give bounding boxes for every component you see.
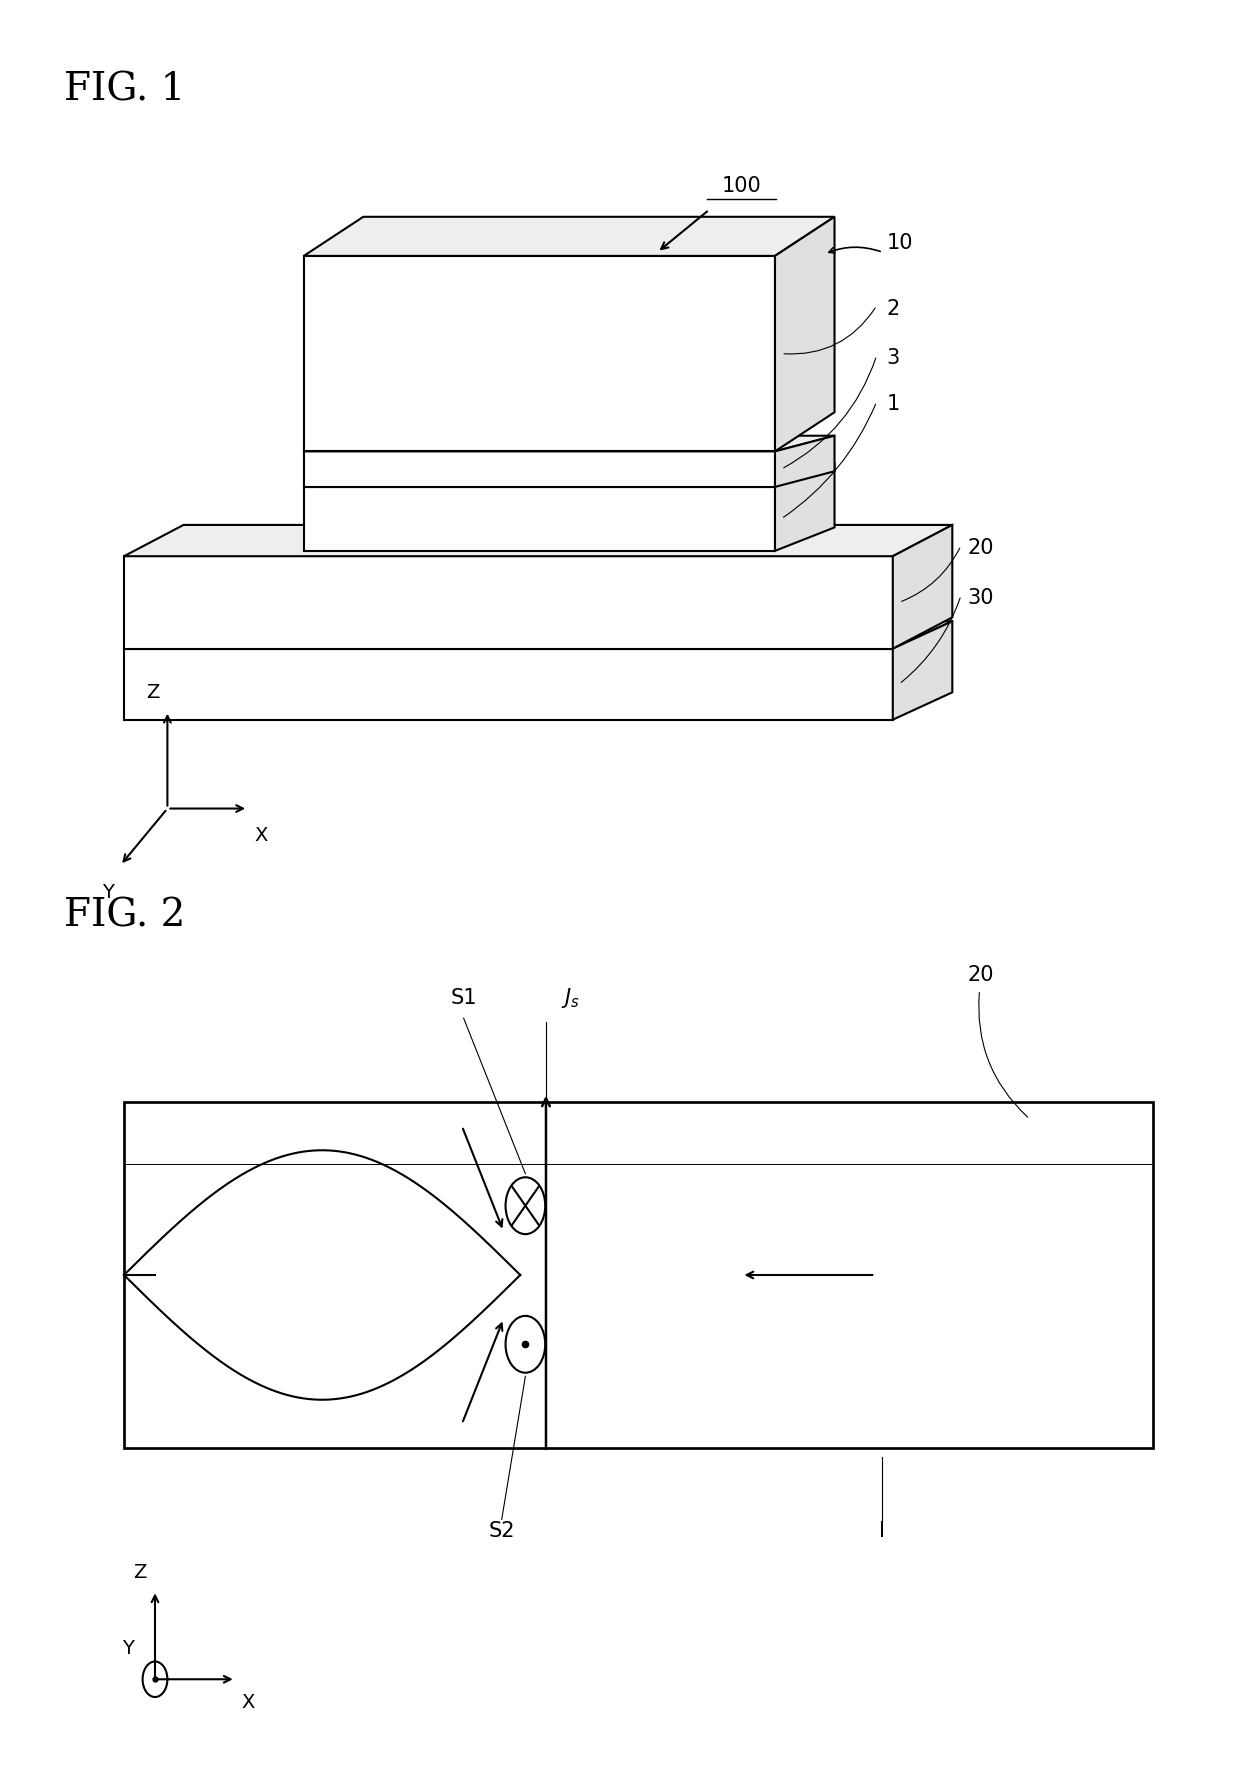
Text: I: I — [878, 1521, 884, 1541]
Text: $J_s$: $J_s$ — [560, 986, 580, 1009]
Text: 2: 2 — [887, 299, 900, 318]
Text: 1: 1 — [887, 394, 900, 414]
Polygon shape — [893, 622, 952, 720]
Bar — [124, 1102, 1153, 1448]
Polygon shape — [893, 524, 952, 649]
Polygon shape — [124, 524, 952, 556]
Polygon shape — [775, 435, 835, 487]
Text: X: X — [242, 1693, 255, 1713]
Text: X: X — [254, 826, 268, 846]
Text: Z: Z — [146, 682, 159, 702]
Text: 20: 20 — [967, 965, 993, 984]
Text: 100: 100 — [722, 176, 761, 195]
Polygon shape — [304, 487, 775, 551]
Text: 10: 10 — [887, 233, 913, 252]
Text: FIG. 1: FIG. 1 — [64, 71, 186, 108]
Polygon shape — [304, 464, 835, 487]
Text: 3: 3 — [887, 348, 900, 368]
Polygon shape — [304, 435, 835, 451]
Text: Y: Y — [122, 1638, 134, 1658]
Text: 30: 30 — [967, 588, 993, 608]
Text: S2: S2 — [489, 1521, 515, 1541]
Polygon shape — [124, 556, 893, 649]
Polygon shape — [304, 217, 835, 256]
Polygon shape — [124, 622, 952, 649]
Text: Z: Z — [134, 1562, 146, 1582]
Text: Y: Y — [102, 883, 114, 903]
Text: FIG. 2: FIG. 2 — [64, 897, 186, 935]
Polygon shape — [304, 451, 775, 487]
Polygon shape — [775, 464, 835, 551]
Text: 20: 20 — [967, 538, 993, 558]
Polygon shape — [304, 256, 775, 451]
Polygon shape — [775, 217, 835, 451]
Polygon shape — [124, 649, 893, 720]
Text: S1: S1 — [450, 988, 477, 1008]
